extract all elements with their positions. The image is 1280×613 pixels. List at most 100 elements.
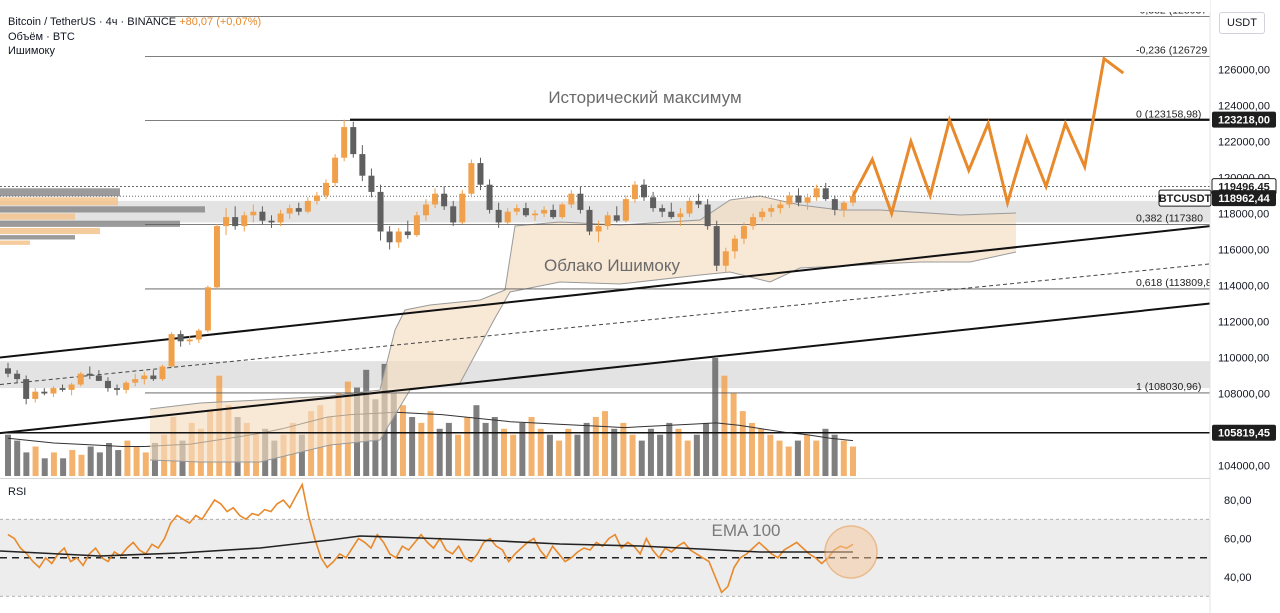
candle: [259, 211, 266, 221]
volume-bar: [592, 417, 599, 476]
candle: [341, 127, 348, 158]
candle: [704, 204, 711, 227]
volume-legend[interactable]: Объём · BTC: [8, 31, 75, 43]
volume-profile-bar: [0, 220, 180, 227]
candle: [168, 334, 175, 367]
candle: [14, 373, 21, 380]
fib-level-label: 0 (123158,98): [1136, 109, 1201, 121]
channel-lower-line: [0, 302, 1211, 435]
candle: [250, 211, 257, 216]
candle: [41, 391, 48, 394]
pane-separator[interactable]: [0, 478, 1210, 479]
price-tick-label: 122000,00: [1218, 137, 1270, 149]
volume-bar: [298, 434, 305, 476]
candle: [114, 388, 121, 390]
rsi-legend[interactable]: RSI: [8, 486, 27, 498]
volume-bar: [528, 417, 535, 476]
candle: [513, 208, 520, 212]
candle: [404, 231, 411, 236]
volume-bar: [794, 440, 801, 476]
chevron-left-icon[interactable]: [0, 302, 22, 342]
volume-bar: [133, 446, 140, 476]
candle: [740, 226, 747, 239]
candle: [559, 204, 566, 218]
candle: [213, 226, 220, 288]
candle: [822, 188, 829, 200]
volume-bar: [693, 434, 700, 476]
candle: [268, 220, 275, 223]
volume-bar: [748, 422, 755, 476]
candle: [831, 199, 838, 210]
price-axis[interactable]: [1210, 0, 1280, 613]
volume-bar: [418, 422, 425, 476]
annotation-historic-max: Исторический максимум: [548, 88, 741, 107]
rsi-tick-label: 40,00: [1224, 572, 1252, 584]
price-tick-label: 124000,00: [1218, 101, 1270, 113]
candle: [677, 213, 684, 218]
volume-bar: [574, 434, 581, 476]
candle: [195, 330, 202, 340]
volume-bar: [142, 452, 149, 476]
candle: [350, 127, 357, 155]
candle: [232, 217, 239, 227]
volume-bar: [41, 458, 48, 476]
volume-profile-bar: [0, 240, 30, 245]
volume-bar: [69, 450, 76, 476]
candle: [722, 251, 729, 266]
rsi-highlight-circle: [824, 525, 878, 579]
candle: [432, 193, 439, 205]
candle: [759, 211, 766, 218]
candle: [377, 191, 384, 232]
candle: [186, 339, 193, 342]
candle: [468, 163, 475, 194]
symbol-legend: Bitcoin / TetherUS · 4ч · BINANCE +80,07…: [8, 16, 261, 28]
volume-bar: [556, 440, 563, 476]
price-tag[interactable]: BTCUSDT: [1158, 189, 1212, 207]
candle: [531, 213, 538, 216]
currency-button[interactable]: USDT: [1219, 12, 1265, 34]
candle: [813, 188, 820, 198]
candle: [650, 197, 657, 209]
fib-level-label: 0,618 (113809,8: [1136, 277, 1212, 289]
price-tick-label: 126000,00: [1218, 65, 1270, 77]
price-tag[interactable]: 105819,45: [1212, 424, 1276, 441]
volume-bar: [776, 440, 783, 476]
svg-text:BTCUSDT: BTCUSDT: [1159, 193, 1212, 205]
volume-bar: [96, 452, 103, 476]
candle: [586, 209, 593, 232]
price-tag[interactable]: 123218,00: [1212, 111, 1276, 128]
volume-bar: [519, 422, 526, 476]
volume-bar: [491, 417, 498, 476]
candle: [686, 200, 693, 214]
candle: [50, 388, 57, 394]
ichimoku-legend[interactable]: Ишимоку: [8, 45, 55, 57]
price-change: +80,07 (+0,07%): [179, 16, 262, 28]
volume-bar: [785, 446, 792, 476]
volume-bar: [804, 434, 811, 476]
candle: [332, 157, 339, 183]
volume-bar: [5, 434, 11, 476]
candle: [522, 208, 529, 216]
volume-bar: [124, 440, 131, 476]
candle: [277, 213, 284, 223]
volume-bar: [115, 450, 122, 476]
volume-bar: [50, 452, 57, 476]
volume-profile-bar: [0, 235, 75, 240]
volume-bar: [721, 375, 728, 476]
candle: [659, 208, 666, 212]
volume-bar: [565, 428, 572, 476]
svg-text:105819,45: 105819,45: [1218, 428, 1270, 440]
candle: [731, 238, 738, 252]
candle: [395, 231, 402, 243]
volume-bar: [445, 422, 452, 476]
candle: [850, 196, 856, 203]
volume-bar: [326, 417, 333, 476]
price-tag[interactable]: 118962,44: [1212, 190, 1276, 207]
price-tick-label: 114000,00: [1218, 281, 1269, 293]
candle: [23, 379, 30, 399]
candle: [323, 182, 330, 196]
candle: [641, 184, 648, 198]
volume-bar: [758, 428, 765, 476]
candle: [59, 388, 66, 390]
